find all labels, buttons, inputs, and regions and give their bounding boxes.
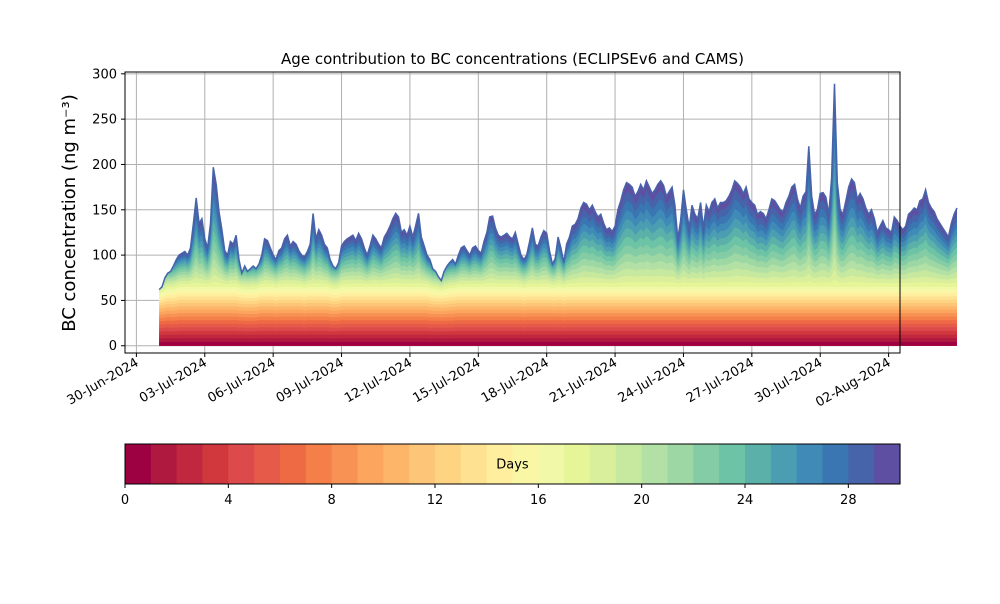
colorbar-cell-14 xyxy=(486,444,514,484)
colorbar-cell-7 xyxy=(305,444,333,484)
colorbar-cell-28 xyxy=(848,444,875,484)
colorbar-cell-9 xyxy=(357,444,384,484)
y-tick-label-6: 300 xyxy=(92,67,117,82)
colorbar-cell-10 xyxy=(383,444,410,484)
colorbar-tick-label-0: 0 xyxy=(121,493,129,508)
y-tick-label-2: 100 xyxy=(92,249,117,264)
x-tick-label-2: 06-Jul-2024 xyxy=(205,355,278,406)
x-tick-label-0: 30-Jun-2024 xyxy=(65,355,142,408)
colorbar-tick-label-2: 8 xyxy=(328,493,336,508)
y-tick-label-0: 0 xyxy=(109,339,117,354)
x-tick-label-8: 24-Jul-2024 xyxy=(616,355,689,406)
colorbar-cell-6 xyxy=(280,444,307,484)
colorbar-cell-22 xyxy=(693,444,720,484)
colorbar-cell-15 xyxy=(512,444,539,484)
age-layer-0-days xyxy=(159,342,957,346)
colorbar-tick-label-7: 28 xyxy=(840,493,857,508)
colorbar-cell-26 xyxy=(796,444,824,484)
y-tick-label-5: 250 xyxy=(92,113,117,128)
colorbar-cell-16 xyxy=(538,444,565,484)
colorbar-cell-1 xyxy=(150,444,178,484)
x-tick-label-5: 15-Jul-2024 xyxy=(410,355,483,406)
colorbar-cell-3 xyxy=(202,444,229,484)
colorbar-tick-label-5: 20 xyxy=(633,493,650,508)
colorbar-cell-24 xyxy=(745,444,772,484)
x-tick-label-3: 09-Jul-2024 xyxy=(274,355,347,406)
colorbar-cell-5 xyxy=(254,444,281,484)
colorbar-cell-25 xyxy=(770,444,798,484)
colorbar: Days 0 4 8 12 16 20 24 28 xyxy=(121,443,901,508)
colorbar-cell-29 xyxy=(874,444,901,484)
colorbar-cell-19 xyxy=(615,444,643,484)
x-tick-label-4: 12-Jul-2024 xyxy=(342,355,415,406)
x-tick-label-1: 03-Jul-2024 xyxy=(137,355,210,406)
colorbar-cell-21 xyxy=(667,444,694,484)
colorbar-tick-label-6: 24 xyxy=(737,493,754,508)
colorbar-cell-20 xyxy=(641,444,669,484)
colorbar-label: Days xyxy=(496,458,529,473)
colorbar-frame xyxy=(124,443,901,485)
x-tick-label-9: 27-Jul-2024 xyxy=(684,355,757,406)
colorbar-cell-2 xyxy=(176,444,204,484)
colorbar-cell-12 xyxy=(435,444,462,484)
colorbar-cell-0 xyxy=(125,444,152,484)
colorbar-cell-17 xyxy=(564,444,591,484)
plot-area: 0 50 100 150 200 250 300 30-Jun-202403-Jul-2024… xyxy=(65,67,958,411)
colorbar-cell-4 xyxy=(228,444,255,484)
colorbar-tick-label-3: 12 xyxy=(427,493,444,508)
colorbar-cell-23 xyxy=(719,444,746,484)
x-tick-label-11: 02-Aug-2024 xyxy=(813,355,893,410)
colorbar-cell-11 xyxy=(409,444,436,484)
colorbar-tick-label-4: 16 xyxy=(530,493,547,508)
x-tick-label-6: 18-Jul-2024 xyxy=(479,355,552,406)
colorbar-cell-18 xyxy=(590,444,617,484)
total-concentration-line xyxy=(158,83,958,291)
colorbar-tick-label-1: 4 xyxy=(224,493,232,508)
colorbar-cell-27 xyxy=(822,444,849,484)
x-tick-label-7: 21-Jul-2024 xyxy=(547,355,620,406)
y-tick-label-1: 50 xyxy=(100,294,117,309)
y-tick-label-4: 200 xyxy=(92,158,117,173)
colorbar-cell-8 xyxy=(331,444,359,484)
y-axis-label: BC concentration (ng m⁻³) xyxy=(59,94,80,332)
colorbar-cell-13 xyxy=(460,444,488,484)
y-tick-label-3: 150 xyxy=(92,203,117,218)
chart-title: Age contribution to BC concentrations (E… xyxy=(281,50,744,68)
axes-frame xyxy=(124,71,901,354)
